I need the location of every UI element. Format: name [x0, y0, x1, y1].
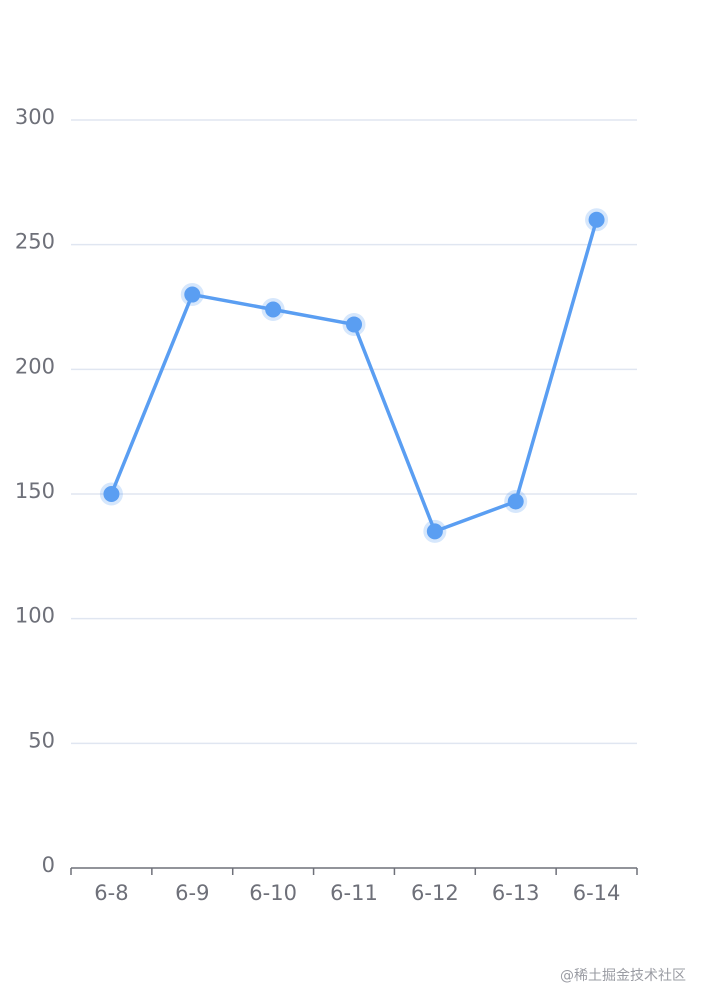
y-tick-label: 50 — [28, 728, 55, 752]
point — [99, 482, 123, 506]
y-tick-label: 0 — [42, 853, 55, 877]
x-tick-label: 6-8 — [94, 881, 128, 905]
y-tick-label: 200 — [15, 354, 55, 378]
x-tick-label: 6-14 — [573, 881, 621, 905]
point — [585, 208, 609, 232]
y-tick-label: 250 — [15, 230, 55, 254]
x-tick-label: 6-10 — [249, 881, 297, 905]
x-tick-label: 6-11 — [330, 881, 378, 905]
y-tick-label: 150 — [15, 479, 55, 503]
point — [180, 283, 204, 307]
point — [504, 489, 528, 513]
point — [423, 519, 447, 543]
watermark: @稀土掘金技术社区 — [560, 968, 686, 984]
y-tick-label: 100 — [15, 604, 55, 628]
x-tick-label: 6-9 — [175, 881, 209, 905]
y-tick-label: 300 — [15, 105, 55, 129]
point — [261, 297, 285, 321]
x-tick-label: 6-12 — [411, 881, 459, 905]
line — [109, 219, 599, 534]
x-tick-label: 6-13 — [492, 881, 540, 905]
point — [342, 312, 366, 336]
